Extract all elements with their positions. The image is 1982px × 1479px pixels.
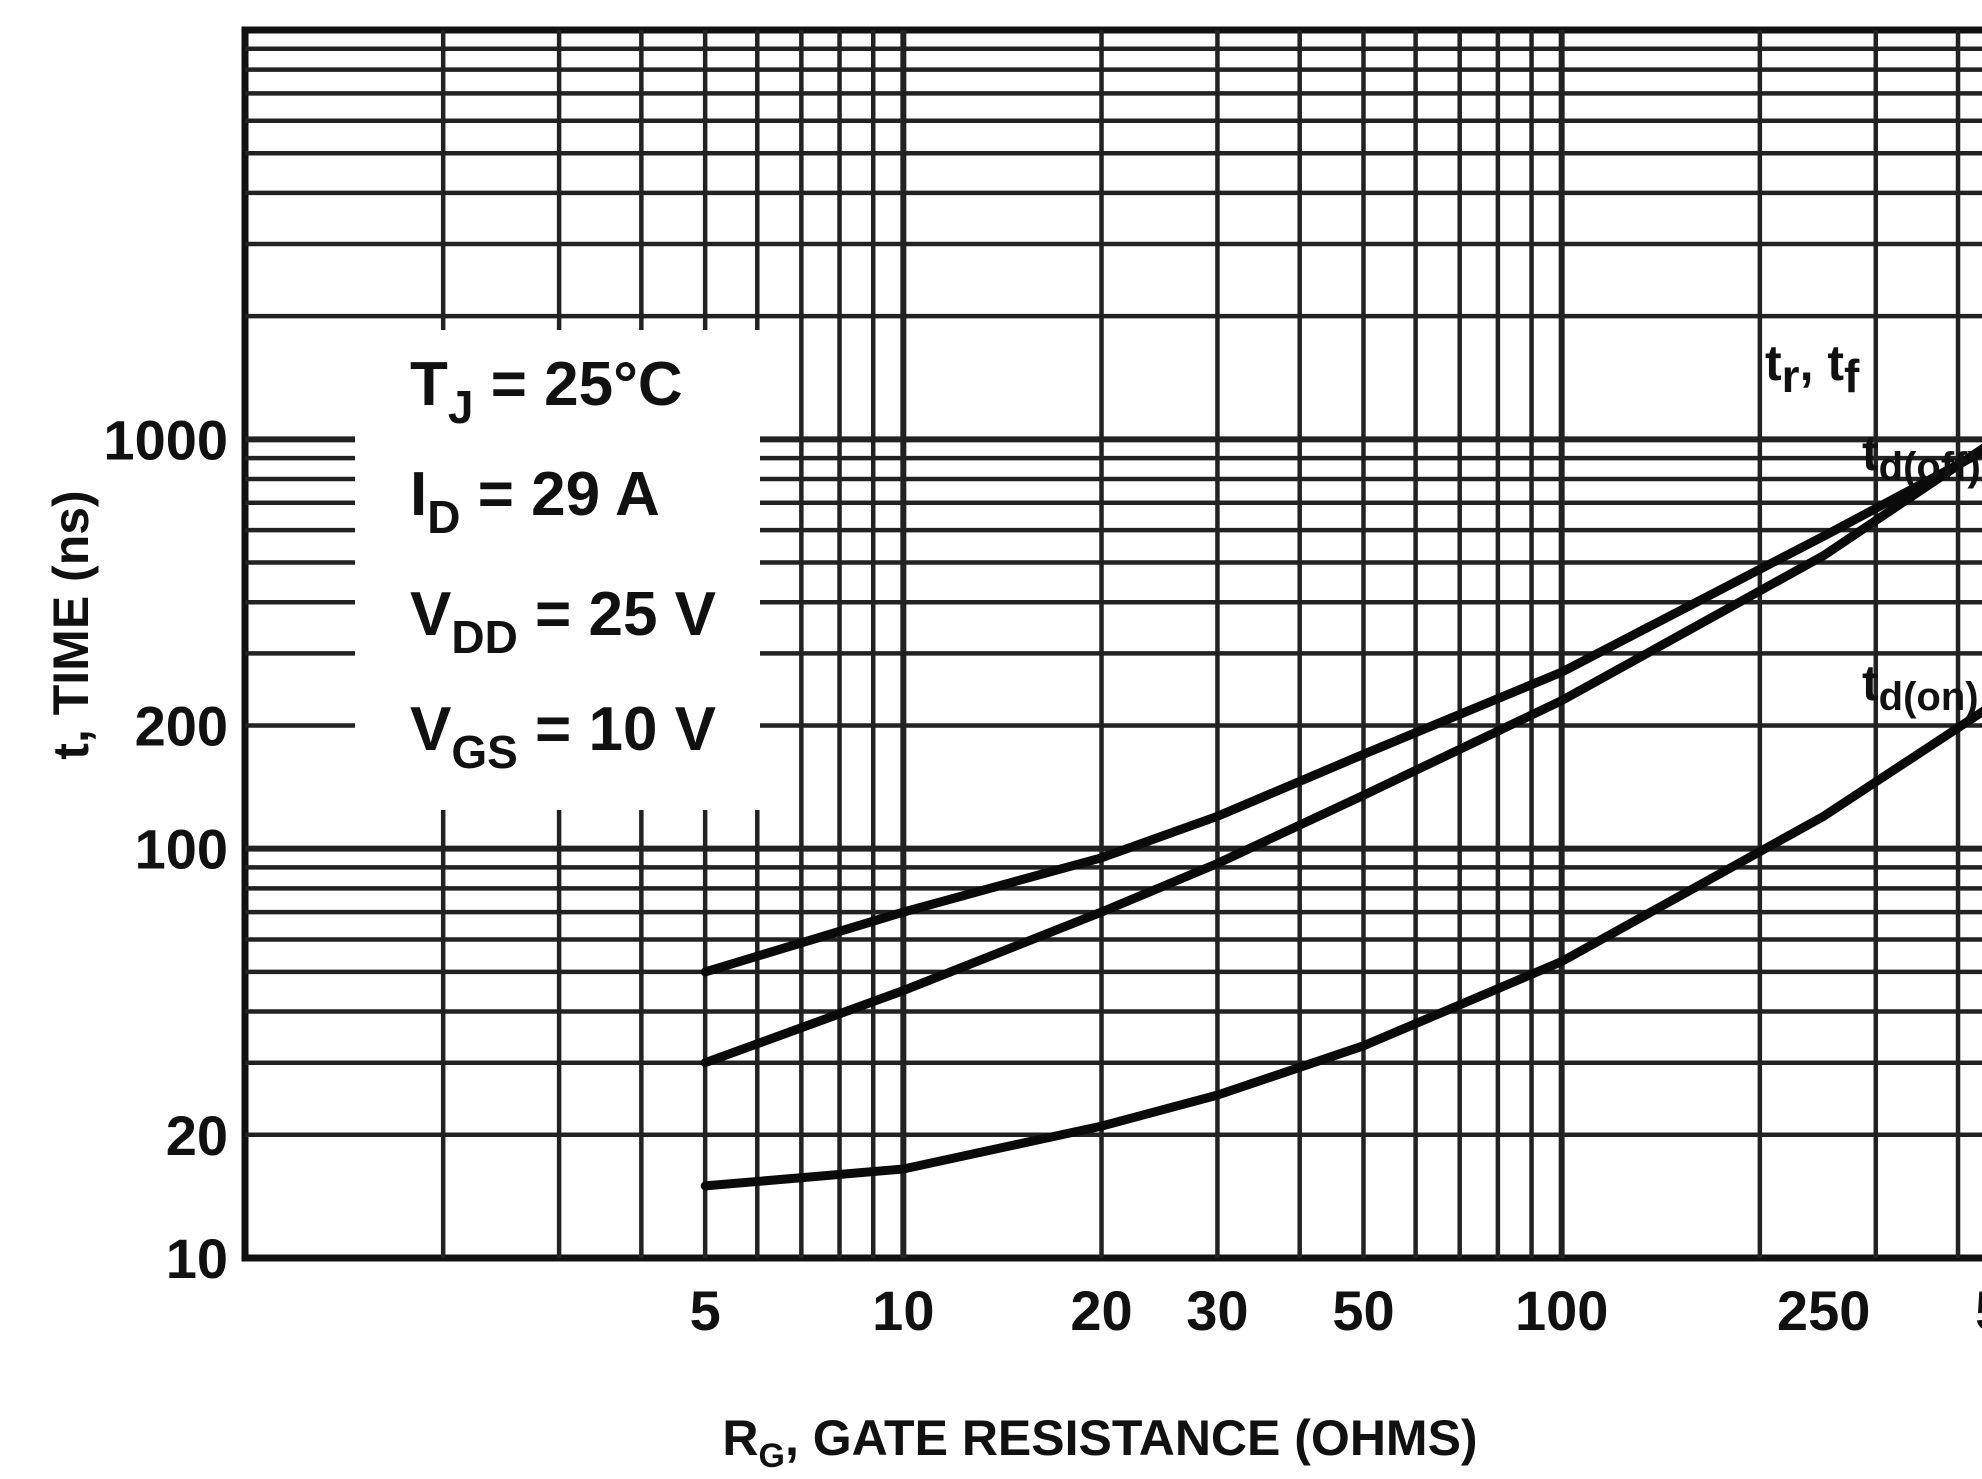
y-axis-title: t, TIME (ns) — [43, 490, 99, 759]
curve-labels: tr, tf td(off) td(on) — [1765, 335, 1981, 719]
curves — [700, 443, 1982, 1191]
x-tick-label: 100 — [1515, 1279, 1608, 1342]
x-tick-label: 10 — [872, 1279, 934, 1342]
x-tick-label: 500 — [1975, 1279, 1982, 1342]
x-axis-title: RG, GATE RESISTANCE (OHMS) — [722, 1410, 1477, 1475]
x-tick-label: 50 — [1332, 1279, 1394, 1342]
y-tick-label: 200 — [135, 694, 228, 757]
grid — [241, 26, 1982, 1262]
label-td-off: td(off) — [1862, 425, 1981, 489]
tick-labels: 5 10 20 30 50 100 250 500 10 20 100 200 1000 — [103, 408, 1982, 1342]
y-tick-label: 1000 — [103, 408, 228, 471]
curve-td-off — [700, 446, 1982, 977]
condition-tj: TJ = 25°C — [410, 350, 683, 433]
conditions-box-bg — [355, 330, 760, 810]
x-tick-label: 30 — [1186, 1279, 1248, 1342]
condition-id: ID = 29 A — [410, 460, 660, 543]
plot-frame — [241, 26, 1982, 1262]
y-tick-label: 100 — [135, 818, 228, 881]
y-tick-label: 10 — [166, 1227, 228, 1290]
label-td-on: td(on) — [1862, 655, 1979, 719]
label-tr-tf: tr, tf — [1765, 335, 1860, 402]
x-tick-label: 5 — [690, 1279, 721, 1342]
x-tick-label: 250 — [1777, 1279, 1870, 1342]
y-tick-label: 20 — [166, 1104, 228, 1167]
curve-tr-tf — [700, 443, 1982, 1068]
conditions-box: TJ = 25°C ID = 29 A VDD = 25 V VGS = 10 … — [355, 330, 760, 810]
condition-vgs: VGS = 10 V — [410, 695, 716, 778]
x-tick-label: 20 — [1070, 1279, 1132, 1342]
curve-td-on — [700, 706, 1982, 1191]
condition-vdd: VDD = 25 V — [410, 580, 716, 663]
